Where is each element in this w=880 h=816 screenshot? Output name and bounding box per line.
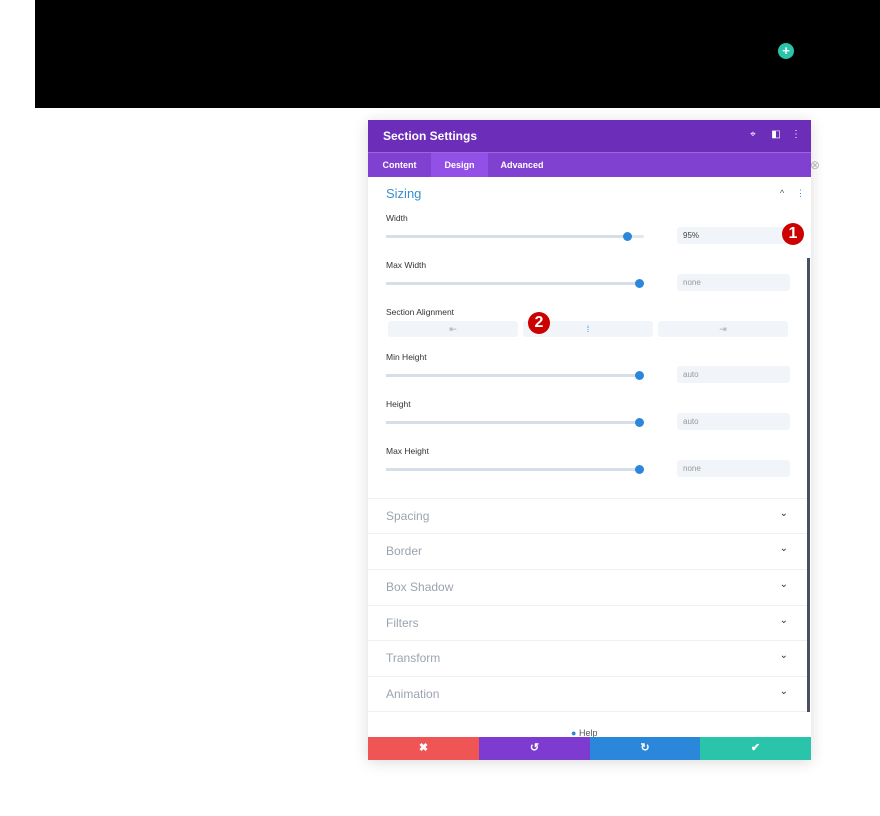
align-left-button[interactable]: ⇤ (388, 321, 518, 337)
chevron-down-icon: ⌄ (779, 650, 788, 661)
panel-title: Section Settings (383, 129, 478, 143)
step-badge-2: 2 (528, 312, 550, 334)
tab-design[interactable]: Design (431, 153, 488, 177)
chevron-down-icon: ⌄ (779, 508, 788, 519)
width-slider-handle[interactable] (623, 232, 632, 241)
tab-content[interactable]: Content (382, 160, 417, 170)
close-icon[interactable]: ⊗ (808, 158, 822, 172)
height-slider[interactable] (386, 421, 644, 424)
black-section-banner (35, 0, 880, 108)
scrollbar[interactable] (807, 258, 810, 712)
width-input[interactable]: 95% (677, 227, 790, 244)
help-icon: ● (571, 728, 577, 738)
cancel-button[interactable]: ✖ (368, 737, 479, 760)
chevron-down-icon: ⌄ (779, 543, 788, 554)
align-right-button[interactable]: ⇥ (658, 321, 788, 337)
section-alignment-label: Section Alignment (386, 307, 455, 317)
max-width-input[interactable]: none (677, 274, 790, 291)
transform-section[interactable]: Transform ⌄ (368, 640, 808, 676)
border-title: Border (386, 544, 423, 558)
min-height-input[interactable]: auto (677, 366, 790, 383)
min-height-slider[interactable] (386, 374, 644, 377)
max-height-input[interactable]: none (677, 460, 790, 477)
undo-button[interactable]: ↺ (479, 737, 590, 760)
tab-bar: Content Design Advanced (368, 152, 811, 177)
width-label: Width (386, 213, 408, 223)
min-height-label: Min Height (386, 352, 427, 362)
max-height-label: Max Height (386, 446, 429, 456)
chevron-up-icon[interactable]: ^ (780, 188, 785, 198)
height-input[interactable]: auto (677, 413, 790, 430)
tab-advanced[interactable]: Advanced (500, 160, 544, 170)
redo-button[interactable]: ↻ (590, 737, 700, 760)
filters-title: Filters (386, 616, 419, 630)
filters-section[interactable]: Filters ⌄ (368, 605, 808, 641)
animation-section[interactable]: Animation ⌄ (368, 676, 808, 712)
max-width-slider[interactable] (386, 282, 644, 285)
max-height-slider-handle[interactable] (635, 465, 644, 474)
chevron-down-icon: ⌄ (779, 615, 788, 626)
panel-header: Section Settings ⌖ ◧ ⋮ (368, 120, 811, 152)
help-label: Help (578, 728, 598, 738)
spacing-title: Spacing (386, 509, 430, 523)
section-settings-panel: Section Settings ⌖ ◧ ⋮ Content Design Ad… (368, 120, 811, 760)
height-label: Height (386, 399, 411, 409)
transform-title: Transform (386, 651, 441, 665)
spacing-section[interactable]: Spacing ⌄ (368, 498, 808, 534)
step-badge-1: 1 (782, 223, 804, 245)
split-view-icon[interactable]: ◧ (771, 129, 781, 140)
box-shadow-section[interactable]: Box Shadow ⌄ (368, 569, 808, 605)
chevron-down-icon: ⌄ (779, 686, 788, 697)
more-vertical-icon[interactable]: ⋮ (791, 129, 801, 140)
min-height-slider-handle[interactable] (635, 371, 644, 380)
height-slider-handle[interactable] (635, 418, 644, 427)
save-button[interactable]: ✔ (700, 737, 811, 760)
max-height-slider[interactable] (386, 468, 644, 471)
max-width-slider-handle[interactable] (635, 279, 644, 288)
add-section-button[interactable]: + (778, 43, 794, 59)
fullscreen-icon[interactable]: ⌖ (750, 129, 756, 140)
box-shadow-title: Box Shadow (386, 580, 454, 594)
align-center-button[interactable]: ⁞ (523, 321, 653, 337)
divider (368, 711, 808, 738)
width-slider[interactable] (386, 235, 644, 238)
chevron-down-icon: ⌄ (779, 579, 788, 590)
animation-title: Animation (386, 687, 440, 701)
help-link[interactable]: ● Help (571, 728, 597, 738)
sizing-section-title[interactable]: Sizing (386, 186, 422, 201)
border-section[interactable]: Border ⌄ (368, 533, 808, 569)
max-width-label: Max Width (386, 260, 427, 270)
more-options-icon[interactable]: ⋮ (796, 188, 805, 198)
